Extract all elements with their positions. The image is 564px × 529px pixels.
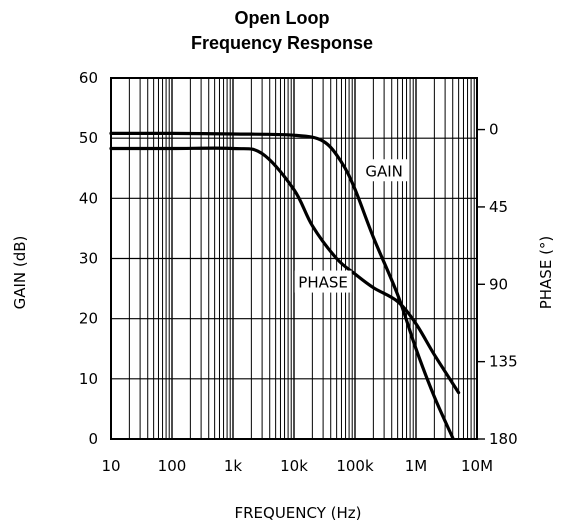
- y-tick-label: 20: [79, 310, 98, 328]
- series-phase-line: [109, 146, 461, 395]
- x-tick-label: 100: [158, 457, 187, 475]
- annotation-phase: PHASE: [298, 274, 348, 292]
- x-tick-label: 1k: [224, 457, 243, 475]
- grid: [110, 77, 477, 440]
- y-tick-label: 60: [79, 69, 98, 87]
- x-tick-label: 10M: [461, 457, 493, 475]
- y2-tick-label: 180: [489, 430, 518, 448]
- annotation-background: [360, 159, 408, 182]
- chart-title-line-2: Frequency Response: [190, 33, 374, 53]
- y2-tick-label: 0: [489, 121, 499, 139]
- y2-tick-label: 90: [489, 275, 508, 293]
- x-tick-label: 1M: [405, 457, 428, 475]
- tick-labels: 10 100 1k 10k 100k 1M 10M010203040506004590135…: [79, 69, 518, 475]
- y2-axis-label: PHASE (°): [537, 236, 555, 310]
- x-axis-label: FREQUENCY (Hz): [234, 504, 361, 522]
- x-tick-label: 100k: [336, 457, 374, 475]
- y2-tick-label: 135: [489, 353, 518, 371]
- chart-title-line-1: Open Loop: [234, 8, 330, 28]
- x-tick-label: 10: [101, 457, 120, 475]
- annotation-gain: GAIN: [365, 162, 403, 180]
- annotations: GAIN PHASE: [294, 159, 408, 293]
- series-gain-line: [109, 131, 455, 440]
- y2-tick-label: 45: [489, 198, 508, 216]
- y-tick-label: 50: [79, 129, 98, 147]
- series-lines: [109, 131, 461, 440]
- plot-frame: [110, 77, 478, 440]
- y-tick-label: 30: [79, 250, 98, 268]
- y-tick-label: 40: [79, 189, 98, 207]
- y-axis-label: GAIN (dB): [11, 236, 29, 310]
- y-tick-label: 10: [79, 370, 98, 388]
- x-tick-label: 10k: [280, 457, 308, 475]
- annotation-background: [294, 270, 352, 293]
- y-tick-label: 0: [88, 430, 98, 448]
